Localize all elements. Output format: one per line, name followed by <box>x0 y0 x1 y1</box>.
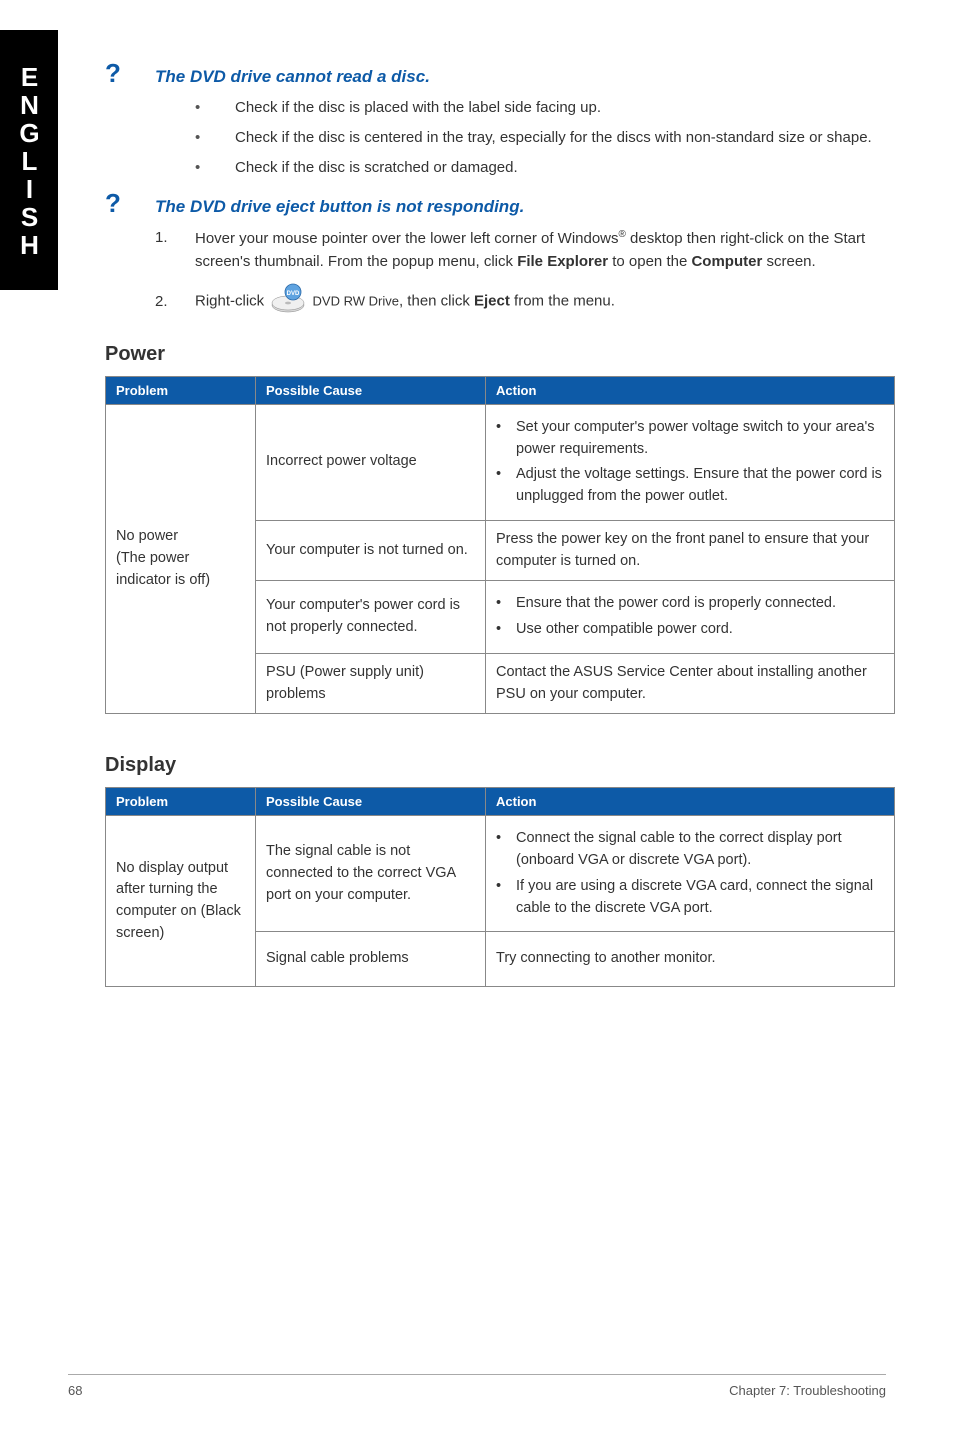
language-tab: ENGLISH <box>0 30 58 290</box>
bullet-list: • Check if the disc is placed with the l… <box>195 97 895 178</box>
bullet-dot: • <box>195 97 235 119</box>
cell-action: Contact the ASUS Service Center about in… <box>486 653 895 714</box>
th-problem: Problem <box>106 788 256 816</box>
cell-problem: No display output after turning the comp… <box>106 816 256 987</box>
step-text: Hover your mouse pointer over the lower … <box>195 227 895 273</box>
svg-text:DVD: DVD <box>287 291 300 297</box>
step-number: 1. <box>155 227 195 273</box>
qa-block: ? The DVD drive cannot read a disc. • Ch… <box>105 58 895 178</box>
cell-action: •Ensure that the power cord is properly … <box>486 581 895 654</box>
power-heading: Power <box>105 343 895 366</box>
page-footer: 68 Chapter 7: Troubleshooting <box>68 1374 886 1398</box>
cell-cause: Your computer's power cord is not proper… <box>256 581 486 654</box>
th-action: Action <box>486 376 895 404</box>
display-heading: Display <box>105 754 895 777</box>
question-text: The DVD drive cannot read a disc. <box>155 67 430 87</box>
table-row: No display output after turning the comp… <box>106 816 895 932</box>
cell-action: •Set your computer's power voltage switc… <box>486 404 895 520</box>
bullet-item: • Check if the disc is scratched or dama… <box>195 157 895 179</box>
qa-block: ? The DVD drive eject button is not resp… <box>105 188 895 321</box>
cell-cause: Incorrect power voltage <box>256 404 486 520</box>
bullet-item: • Check if the disc is placed with the l… <box>195 97 895 119</box>
th-problem: Problem <box>106 376 256 404</box>
cell-action: Try connecting to another monitor. <box>486 932 895 987</box>
chapter-label: Chapter 7: Troubleshooting <box>729 1383 886 1398</box>
step-item: 1. Hover your mouse pointer over the low… <box>155 227 895 273</box>
cell-cause: The signal cable is not connected to the… <box>256 816 486 932</box>
cell-problem: No power (The power indicator is off) <box>106 404 256 714</box>
table-row: No power (The power indicator is off) In… <box>106 404 895 520</box>
bullet-text: Check if the disc is placed with the lab… <box>235 97 601 119</box>
th-action: Action <box>486 788 895 816</box>
question-mark-icon: ? <box>105 58 155 89</box>
main-content: ? The DVD drive cannot read a disc. • Ch… <box>105 58 895 987</box>
bullet-text: Check if the disc is scratched or damage… <box>235 157 518 179</box>
power-table: Problem Possible Cause Action No power (… <box>105 376 895 715</box>
display-table: Problem Possible Cause Action No display… <box>105 787 895 987</box>
cell-cause: PSU (Power supply unit) problems <box>256 653 486 714</box>
cell-action: Press the power key on the front panel t… <box>486 520 895 581</box>
th-cause: Possible Cause <box>256 788 486 816</box>
bullet-dot: • <box>195 127 235 149</box>
language-label: ENGLISH <box>14 62 45 258</box>
cell-cause: Your computer is not turned on. <box>256 520 486 581</box>
qa-header: ? The DVD drive eject button is not resp… <box>105 188 895 219</box>
question-mark-icon: ? <box>105 188 155 219</box>
bullet-dot: • <box>195 157 235 179</box>
th-cause: Possible Cause <box>256 376 486 404</box>
bullet-item: • Check if the disc is centered in the t… <box>195 127 895 149</box>
step-text: Right-click DVD DVD RW Drive, then click… <box>195 283 895 321</box>
page-number: 68 <box>68 1383 82 1398</box>
step-number: 2. <box>155 291 195 314</box>
cell-action: •Connect the signal cable to the correct… <box>486 816 895 932</box>
cell-cause: Signal cable problems <box>256 932 486 987</box>
qa-header: ? The DVD drive cannot read a disc. <box>105 58 895 89</box>
bullet-text: Check if the disc is centered in the tra… <box>235 127 872 149</box>
dvd-drive-label: DVD RW Drive <box>313 294 399 309</box>
dvd-drive-icon: DVD <box>270 283 306 321</box>
step-item: 2. Right-click DVD DVD RW Drive, then cl… <box>155 283 895 321</box>
question-text: The DVD drive eject button is not respon… <box>155 197 524 217</box>
